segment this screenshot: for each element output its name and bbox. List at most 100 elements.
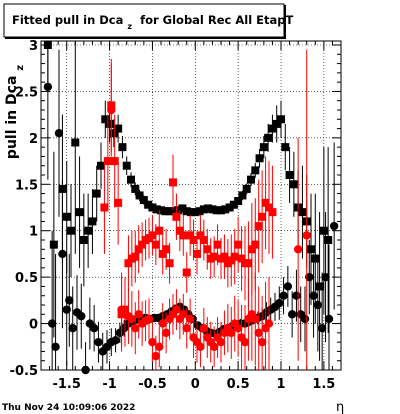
x-tick-label: -1 <box>102 377 116 392</box>
data-point-square <box>187 208 195 217</box>
y-tick-label: -0.5 <box>10 364 38 379</box>
data-point-square <box>88 217 97 226</box>
data-point-square <box>162 245 171 254</box>
data-point-square <box>221 205 230 214</box>
data-marks <box>43 41 339 375</box>
data-point-square <box>213 240 222 249</box>
data-point-square <box>259 143 268 152</box>
data-point-circle <box>293 245 303 254</box>
data-point-circle <box>89 324 99 333</box>
data-point-square <box>139 196 148 205</box>
data-point-square <box>272 119 281 128</box>
data-point-square <box>124 259 133 268</box>
data-point-square <box>251 166 260 175</box>
data-point-square <box>234 197 243 205</box>
data-point-square <box>199 236 208 244</box>
data-point-square <box>157 206 165 215</box>
data-point-square <box>165 259 174 268</box>
data-point-square <box>289 180 298 189</box>
data-point-square <box>186 231 195 240</box>
data-point-square <box>254 222 263 231</box>
data-point-square <box>247 245 256 254</box>
data-point-circle <box>144 314 154 324</box>
data-point-square <box>151 240 160 249</box>
data-point-square <box>182 207 191 216</box>
data-point-square <box>127 175 135 184</box>
y-tick-label: 2.5 <box>15 85 38 100</box>
x-tick-label: 0.5 <box>227 377 250 392</box>
data-point-circle <box>317 324 327 333</box>
data-point-square <box>193 249 201 258</box>
data-point-circle <box>179 310 188 319</box>
y-axis-label-subscript: z <box>15 65 26 71</box>
data-point-square <box>144 200 153 209</box>
data-point-square <box>109 129 118 138</box>
title-main: Fitted pull in Dca <box>12 13 123 27</box>
data-point-square <box>229 200 238 209</box>
data-point-square <box>79 236 88 244</box>
y-tick-label: 0 <box>29 318 38 333</box>
y-axis-label-main: pull in Dca <box>4 76 20 159</box>
data-point-square <box>100 203 109 212</box>
y-tick-label: 0.5 <box>15 271 38 286</box>
data-point-circle <box>257 337 267 347</box>
data-point-square <box>135 191 144 200</box>
data-point-square <box>195 207 204 216</box>
x-tick-label: 1 <box>276 377 285 392</box>
data-point-circle <box>107 105 116 115</box>
series-0 <box>43 41 333 361</box>
data-point-square <box>196 231 205 240</box>
data-point-square <box>230 252 239 261</box>
data-point-square <box>148 203 157 212</box>
data-point-square <box>191 208 200 217</box>
y-axis-label: pull in Dca z <box>4 65 26 159</box>
series-3 <box>107 49 311 370</box>
data-point-square <box>155 226 164 235</box>
data-point-square <box>237 254 246 263</box>
data-point-square <box>165 207 174 216</box>
data-point-square <box>174 206 183 215</box>
chart-title: Fitted pull in Dca z for Global Rec All … <box>12 13 293 32</box>
data-point-square <box>265 203 273 212</box>
data-point-circle <box>161 328 171 338</box>
data-point-square <box>101 115 110 124</box>
x-tick-label: 1.5 <box>312 377 335 392</box>
data-point-circle <box>209 342 219 351</box>
data-point-square <box>307 245 315 254</box>
data-point-circle <box>77 311 86 321</box>
data-point-circle <box>158 319 167 328</box>
x-tick-label: 0 <box>191 377 200 392</box>
data-point-square <box>242 184 251 193</box>
data-point-circle <box>233 324 243 333</box>
data-point-circle <box>54 129 64 138</box>
data-point-square <box>204 204 213 213</box>
data-point-circle <box>251 314 260 324</box>
title-box: Fitted pull in Dca z for Global Rec All … <box>3 3 293 39</box>
data-point-circle <box>47 319 57 328</box>
data-point-square <box>212 206 221 215</box>
data-point-square <box>62 212 71 221</box>
data-point-square <box>199 205 208 214</box>
data-point-circle <box>148 337 157 347</box>
data-point-square <box>238 191 247 200</box>
data-point-square <box>315 282 324 291</box>
y-tick-label: 2 <box>29 132 38 147</box>
data-point-square <box>138 240 147 249</box>
x-axis-label: η <box>336 400 344 414</box>
title-subscript: z <box>127 22 132 31</box>
data-point-circle <box>127 314 137 324</box>
data-point-circle <box>240 337 250 347</box>
data-point-square <box>49 240 58 249</box>
data-point-circle <box>309 291 318 300</box>
data-point-circle <box>302 231 311 240</box>
data-point-square <box>152 205 161 214</box>
data-point-circle <box>329 221 339 231</box>
data-point-square <box>261 198 270 207</box>
data-point-square <box>251 240 260 249</box>
data-point-square <box>258 212 267 221</box>
data-point-square <box>110 157 119 166</box>
data-point-square <box>178 204 187 213</box>
data-point-square <box>71 138 80 147</box>
data-point-square <box>92 189 101 198</box>
